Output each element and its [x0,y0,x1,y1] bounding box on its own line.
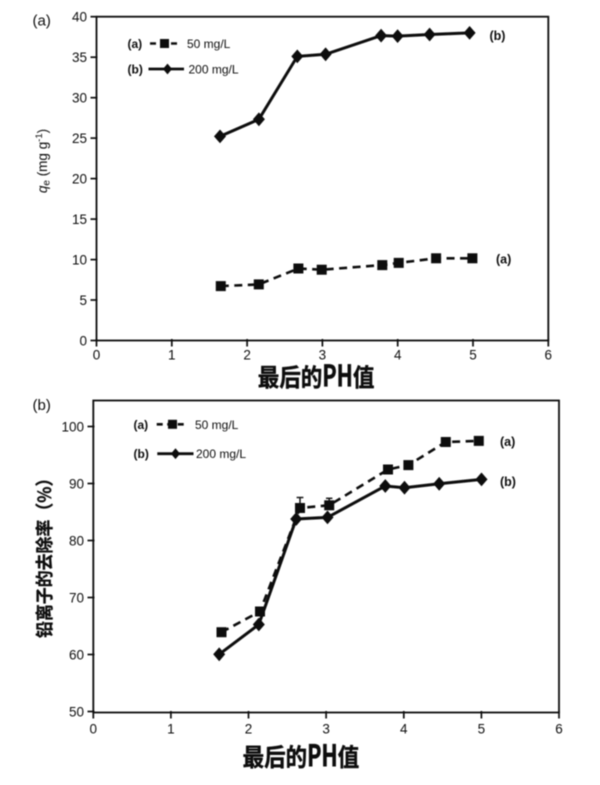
svg-text:0: 0 [93,348,101,363]
svg-text:5: 5 [79,293,87,308]
svg-text:70: 70 [69,590,84,605]
svg-text:(b): (b) [500,475,516,489]
svg-text:0: 0 [90,722,98,737]
svg-text:10: 10 [72,252,87,267]
svg-text:50 mg/L: 50 mg/L [187,37,231,51]
svg-text:(a): (a) [500,435,515,449]
svg-text:(b): (b) [490,29,506,43]
svg-text:3: 3 [322,722,330,737]
svg-text:qe (mg g-1): qe (mg g-1) [34,129,53,193]
svg-text:6: 6 [555,722,563,737]
svg-text:5: 5 [469,348,477,363]
svg-text:40: 40 [72,10,87,25]
svg-text:2: 2 [245,722,253,737]
svg-text:80: 80 [69,533,84,548]
svg-text:1: 1 [167,722,175,737]
svg-text:(b): (b) [134,447,149,461]
svg-text:20: 20 [72,171,87,186]
svg-text:1: 1 [168,348,176,363]
svg-text:50: 50 [69,704,84,719]
svg-text:(b): (b) [128,63,143,77]
svg-text:(a): (a) [134,418,149,432]
svg-text:50 mg/L: 50 mg/L [195,418,239,432]
svg-text:(a): (a) [33,13,51,30]
svg-text:15: 15 [72,212,87,227]
svg-text:(a): (a) [128,37,143,51]
svg-text:35: 35 [72,50,87,65]
svg-text:25: 25 [72,131,87,146]
svg-text:200 mg/L: 200 mg/L [189,63,239,77]
svg-text:(a): (a) [496,253,511,267]
svg-text:6: 6 [545,348,553,363]
svg-text:4: 4 [394,348,402,363]
svg-text:200 mg/L: 200 mg/L [196,447,246,461]
svg-text:90: 90 [69,476,84,491]
svg-text:100: 100 [61,419,84,434]
svg-text:0: 0 [79,333,87,348]
svg-text:4: 4 [400,722,408,737]
svg-text:(b): (b) [33,397,51,414]
svg-text:3: 3 [319,348,327,363]
svg-text:2: 2 [243,348,251,363]
svg-text:30: 30 [72,91,87,106]
svg-text:60: 60 [69,647,84,662]
svg-text:5: 5 [478,722,486,737]
